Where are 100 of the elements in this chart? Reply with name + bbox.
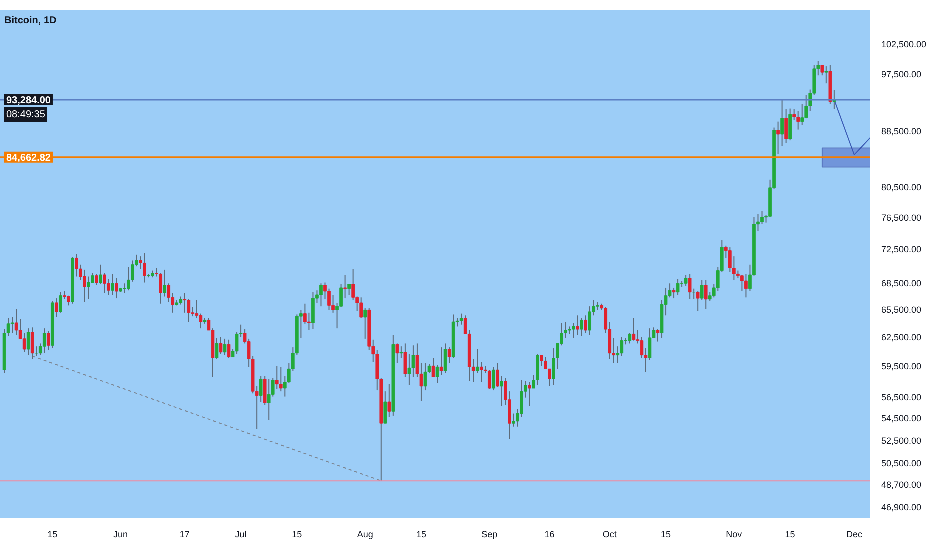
candlestick bbox=[10, 316, 14, 334]
y-tick-label: 59,500.00 bbox=[882, 362, 922, 372]
x-tick-label: 15 bbox=[416, 530, 426, 540]
candlestick bbox=[704, 280, 708, 310]
x-tick-label: 15 bbox=[292, 530, 302, 540]
candlestick bbox=[404, 343, 408, 378]
text: Bitcoin, 1D bbox=[4, 16, 57, 26]
candlestick bbox=[360, 297, 363, 319]
candlestick bbox=[127, 266, 130, 292]
y-tick-label: 88,500.00 bbox=[882, 126, 922, 137]
candlestick bbox=[275, 366, 279, 390]
candlestick bbox=[91, 272, 94, 284]
candlestick bbox=[676, 278, 680, 296]
candlestick bbox=[440, 347, 444, 376]
candlestick bbox=[520, 380, 524, 418]
candlestick bbox=[259, 376, 263, 403]
candlestick bbox=[572, 322, 576, 338]
y-tick-label: 102,500.00 bbox=[882, 40, 927, 50]
candlestick bbox=[672, 287, 676, 300]
y-tick-label: 62,500.00 bbox=[882, 332, 922, 343]
candlestick bbox=[364, 308, 367, 340]
candlestick bbox=[54, 298, 58, 318]
y-tick-label: 97,500.00 bbox=[882, 69, 922, 80]
candlestick bbox=[436, 364, 440, 384]
candlestick bbox=[308, 312, 311, 331]
candlestick bbox=[796, 110, 800, 130]
candlestick bbox=[824, 66, 828, 84]
y-tick-label: 48,700.00 bbox=[882, 480, 922, 490]
x-tick-label: Nov bbox=[726, 530, 743, 540]
candlestick bbox=[400, 346, 404, 359]
candlestick bbox=[163, 269, 167, 298]
candlestick bbox=[696, 290, 700, 312]
candlestick bbox=[648, 328, 652, 361]
x-tick-label: 17 bbox=[180, 530, 190, 540]
candlestick bbox=[444, 343, 448, 374]
candlestick bbox=[512, 413, 516, 428]
candlestick bbox=[99, 264, 102, 285]
candlestick bbox=[684, 274, 688, 287]
candlestick bbox=[460, 313, 464, 326]
candlestick bbox=[195, 300, 199, 319]
candlestick bbox=[628, 332, 632, 344]
candlestick bbox=[688, 274, 692, 300]
candlestick bbox=[800, 104, 804, 126]
y-tick-label: 50,500.00 bbox=[882, 458, 922, 469]
candlestick bbox=[219, 336, 223, 355]
candlestick bbox=[388, 384, 392, 418]
candlestick bbox=[700, 280, 704, 301]
candlestick bbox=[143, 252, 146, 284]
x-tick-label: Sep bbox=[482, 530, 498, 540]
y-tick-label: 46,900.00 bbox=[882, 502, 922, 513]
candlestick bbox=[776, 121, 780, 155]
x-tick-label: Dec bbox=[846, 530, 863, 540]
x-tick-label: 15 bbox=[661, 530, 672, 540]
candlestick bbox=[820, 64, 824, 76]
candlestick bbox=[46, 330, 50, 351]
candlestick bbox=[528, 382, 532, 407]
x-tick-label: Aug bbox=[357, 530, 374, 540]
candlestick bbox=[279, 366, 283, 392]
candlestick bbox=[480, 362, 484, 383]
candlestick bbox=[588, 306, 592, 336]
ref-line-label: 84,662.82 bbox=[6, 152, 52, 164]
candlestick bbox=[344, 274, 347, 300]
candlestick bbox=[488, 370, 492, 390]
candlestick bbox=[215, 337, 219, 360]
candlestick bbox=[432, 358, 436, 378]
candlestick bbox=[67, 295, 70, 306]
candlestick bbox=[111, 274, 114, 296]
candlestick bbox=[22, 332, 26, 353]
candlestick bbox=[42, 328, 46, 354]
candlestick bbox=[792, 108, 796, 122]
candlestick bbox=[384, 391, 388, 424]
y-tick-label: 56,500.00 bbox=[882, 392, 922, 402]
candlestick bbox=[26, 328, 30, 356]
candlestick bbox=[75, 254, 78, 278]
candlestick bbox=[227, 339, 231, 359]
candlestick bbox=[580, 318, 584, 337]
candlestick bbox=[103, 272, 106, 294]
x-tick-label: 16 bbox=[544, 530, 555, 540]
candlestick bbox=[760, 210, 764, 225]
y-tick-label: 80,500.00 bbox=[882, 182, 922, 193]
candlestick bbox=[744, 274, 748, 298]
candlestick bbox=[584, 315, 588, 334]
x-tick-label: 15 bbox=[785, 530, 796, 540]
candlestick bbox=[107, 278, 110, 296]
y-tick-label: 54,500.00 bbox=[882, 414, 922, 424]
y-tick-label: 72,500.00 bbox=[882, 244, 922, 255]
candlestick bbox=[396, 343, 400, 364]
candlestick bbox=[448, 347, 452, 364]
x-tick-label: Jul bbox=[235, 530, 247, 540]
candlestick bbox=[83, 269, 86, 303]
candlestick bbox=[14, 308, 18, 336]
candlestick bbox=[115, 278, 118, 300]
x-tick-label: Oct bbox=[602, 530, 618, 540]
candlestick bbox=[58, 292, 62, 314]
candlestick bbox=[183, 292, 187, 314]
x-tick-label: 15 bbox=[48, 530, 58, 540]
candlestick bbox=[500, 376, 504, 407]
candlestick bbox=[540, 354, 544, 367]
candlestick bbox=[408, 354, 412, 386]
candlestick bbox=[492, 366, 496, 392]
